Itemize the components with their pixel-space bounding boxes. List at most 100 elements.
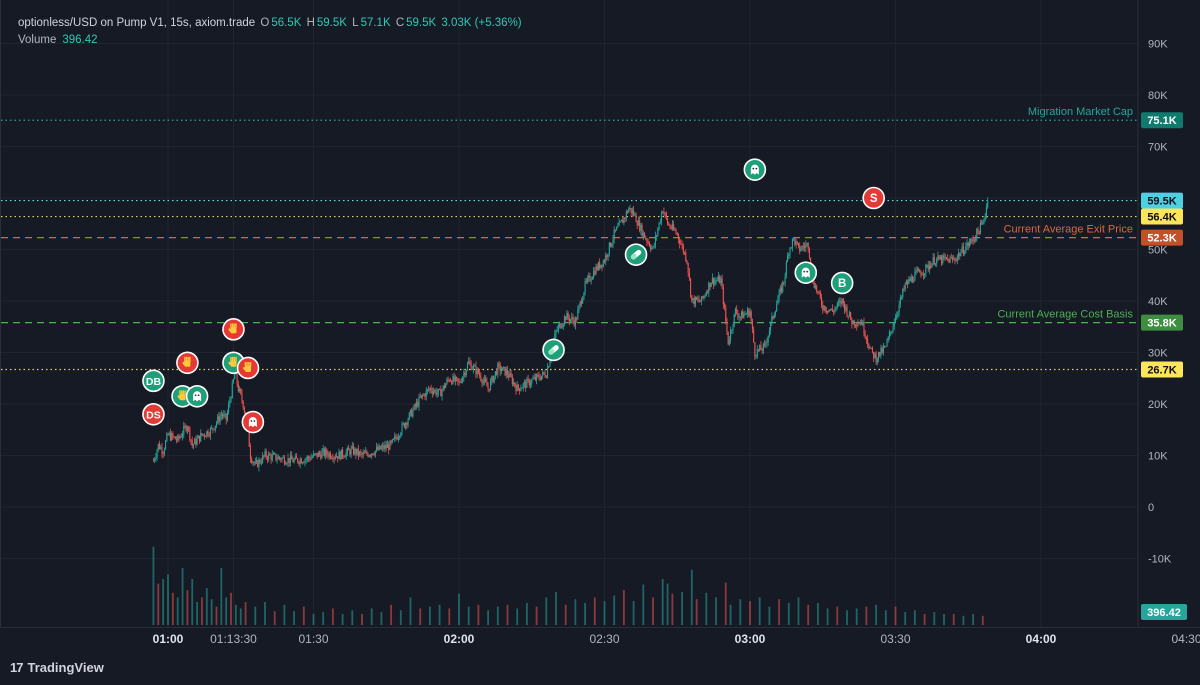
candle-body	[378, 445, 380, 450]
candle-body	[342, 449, 344, 457]
trade-marker-ghost-icon[interactable]	[241, 410, 265, 434]
candle-body	[208, 435, 210, 437]
candle-body	[804, 246, 806, 248]
candle-body	[483, 378, 486, 382]
trade-marker-pill-icon[interactable]	[624, 243, 648, 266]
trade-marker-ghost-icon[interactable]	[743, 158, 767, 181]
candle-body	[844, 303, 846, 311]
candle-body	[622, 219, 624, 224]
candle-body	[471, 368, 473, 370]
volume-bar	[623, 590, 625, 625]
candle-body	[774, 311, 777, 315]
candle-body	[734, 308, 736, 314]
trade-marker-pill-icon[interactable]	[542, 338, 565, 362]
candle-body	[771, 316, 773, 323]
candle-body	[674, 229, 676, 231]
candle-body	[594, 271, 596, 275]
volume-bar	[584, 602, 586, 625]
candle-body	[366, 451, 368, 455]
price-badge	[1141, 229, 1183, 246]
candle-body	[542, 371, 544, 376]
symbol-title[interactable]: optionless/USD on Pump V1, 15s, axiom.tr…	[18, 17, 256, 29]
candle-body	[691, 295, 693, 301]
trade-marker-b[interactable]: B	[830, 271, 854, 295]
trade-marker-hand-icon[interactable]	[236, 356, 260, 380]
candle-body	[326, 449, 328, 455]
candle-body	[314, 453, 316, 455]
candle-body	[648, 242, 650, 247]
candle-body	[545, 376, 547, 378]
candle-body	[636, 222, 638, 226]
tradingview-brand[interactable]: 17 TradingView	[10, 660, 104, 675]
candle-body	[624, 217, 626, 219]
candle-body	[938, 255, 940, 260]
trade-marker-s[interactable]: S	[862, 186, 885, 210]
volume-bar	[914, 610, 916, 625]
trade-marker-ghost-icon[interactable]	[185, 384, 209, 408]
candle-body	[961, 246, 963, 252]
candle-body	[806, 243, 808, 245]
candle-body	[549, 360, 551, 367]
price-badge	[1141, 314, 1183, 331]
candle-body	[548, 366, 550, 368]
candle-body	[908, 278, 910, 284]
trade-marker-ghost-icon[interactable]	[794, 261, 818, 284]
volume-bar	[264, 602, 266, 625]
volume-bar	[943, 613, 945, 625]
candle-body	[816, 285, 818, 292]
volume-bar	[690, 569, 693, 625]
candle-body	[205, 436, 207, 438]
volume-bar	[846, 610, 848, 625]
candle-body	[662, 211, 664, 214]
volume-bar	[380, 612, 383, 625]
price-tick-label: 30K	[1148, 348, 1168, 360]
candle-body	[475, 365, 477, 375]
candle-body	[742, 311, 744, 319]
candle-body	[372, 453, 374, 455]
trade-marker-hand-icon[interactable]	[222, 351, 245, 375]
trade-marker-hand-icon[interactable]	[176, 351, 199, 375]
price-axis-panel[interactable]	[1138, 0, 1200, 628]
candle-body	[348, 447, 350, 451]
candle-body	[880, 347, 882, 356]
candle-body	[635, 214, 637, 223]
candle-body	[443, 385, 445, 388]
candle-body	[862, 321, 864, 325]
volume-bar	[695, 599, 698, 625]
trade-markers[interactable]: DB DS B S	[142, 158, 885, 434]
volume-bar	[555, 591, 557, 625]
candle-body	[788, 254, 790, 257]
candle-body	[557, 326, 559, 331]
candle-body	[667, 218, 669, 225]
candle-body	[534, 377, 536, 380]
candle-body	[696, 297, 698, 300]
candle-body	[188, 427, 190, 429]
candle-body	[805, 244, 807, 248]
candle-body	[745, 313, 747, 315]
trade-marker-db[interactable]: DB	[142, 369, 165, 393]
candle-body	[431, 391, 433, 394]
volume-badge-label: 396.42	[1147, 607, 1181, 619]
candle-body	[202, 434, 204, 436]
candle-body	[320, 454, 322, 459]
candle-body	[868, 344, 870, 349]
candle-body	[344, 456, 346, 458]
trade-marker-ds[interactable]: DS	[142, 402, 165, 426]
volume-bar	[273, 611, 276, 625]
candle-body	[914, 272, 916, 281]
candle-body	[298, 462, 300, 464]
candle-body	[677, 233, 680, 240]
candle-body	[723, 304, 726, 308]
candle-body	[209, 428, 211, 436]
candle-body	[514, 382, 516, 386]
candle-body	[413, 404, 415, 410]
price-badge	[1141, 112, 1183, 129]
candle-body	[738, 316, 740, 318]
candle-body	[251, 458, 253, 463]
trade-marker-hand-icon[interactable]	[222, 318, 245, 341]
candle-body	[285, 463, 287, 465]
candle-body	[566, 313, 568, 320]
candle-body	[830, 308, 832, 311]
candle-body	[464, 372, 466, 376]
